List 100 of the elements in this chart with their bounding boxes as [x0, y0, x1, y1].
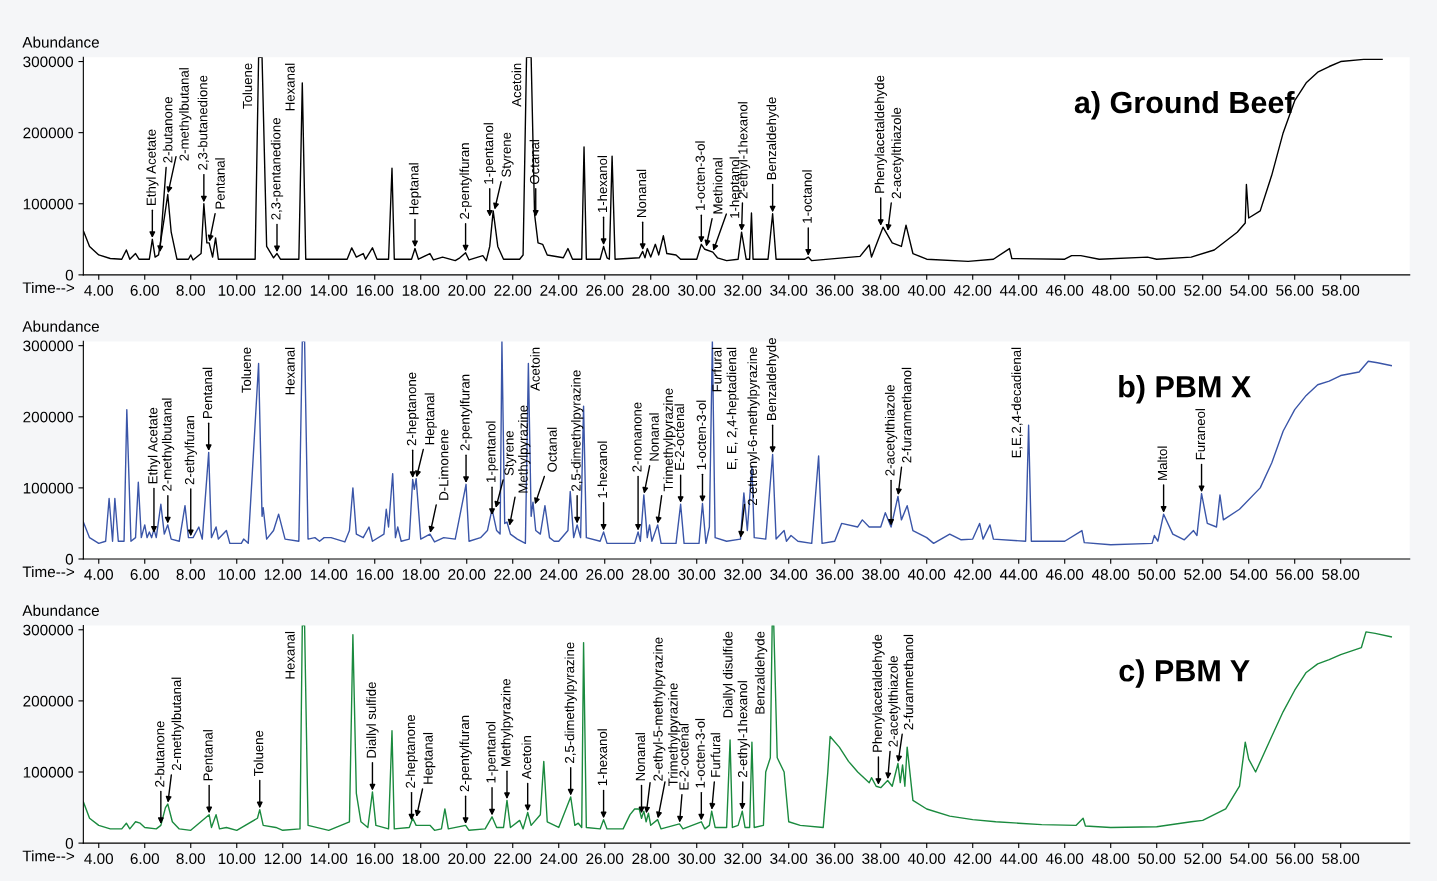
annotation: Trimethylpyrazine: [668, 683, 681, 787]
text: c) PBM Y: [1119, 659, 1250, 688]
annotation: Maltol: [1157, 446, 1168, 480]
x-tick-label: 46.00: [1045, 285, 1084, 296]
annotation: 1-pentanol: [485, 421, 499, 482]
x-tick-label: 24.00: [540, 285, 578, 296]
annotation: Diallyl sulfide: [366, 682, 379, 758]
x-tick-label: 18.00: [402, 569, 440, 580]
annotation: 2-methylbutanal: [179, 68, 192, 161]
x-tick-label: 4.00: [84, 285, 114, 296]
x-tick-label: 4.00: [84, 569, 114, 580]
y-tick-label: 300000: [23, 56, 74, 68]
annotation: Octanal: [547, 427, 557, 472]
annotation: 2,3-pentanedione: [270, 118, 284, 220]
annotation: Toluene: [242, 63, 253, 109]
annotation: Hexanal: [285, 631, 295, 679]
annotation: E, E, 2,4-heptadienal: [726, 347, 739, 470]
annotation: 2-furanmethanol: [901, 367, 912, 463]
x-tick-label: 22.00: [494, 285, 532, 296]
annotation: Toluene: [241, 347, 252, 393]
x-tick-label: 8.00: [176, 569, 206, 580]
x-tick-label: 24.00: [540, 853, 578, 865]
x-tick-label: 44.00: [999, 285, 1038, 296]
x-tick-label: 34.00: [770, 285, 808, 296]
annotation: 1-octanol: [802, 170, 812, 223]
y-tick-label: 0: [65, 553, 74, 565]
x-tick-label: 32.00: [724, 285, 762, 296]
annotation: Benzaldehyde: [766, 338, 779, 421]
y-axis-title: Abundance: [22, 36, 99, 48]
y-tick-label: 200000: [23, 411, 74, 423]
annotation: Trimethylpyrazine: [663, 388, 676, 492]
annotation: Pentanal: [202, 367, 213, 418]
annotation: 2,3-butanedione: [197, 75, 209, 170]
annotation: 2-acetylthiazole: [884, 385, 898, 476]
x-tick-label: 18.00: [402, 285, 440, 296]
x-tick-label: 36.00: [816, 285, 854, 296]
y-tick-label: 300000: [23, 340, 74, 352]
annotation: 2-ethyl-1hexanol: [737, 681, 750, 778]
x-tick-label: 18.00: [402, 853, 440, 865]
x-tick-label: 52.00: [1184, 853, 1222, 865]
x-tick-label: 54.00: [1230, 853, 1268, 865]
annotation: Phenylacetaldehyde: [872, 634, 885, 752]
annotation: Benzaldehyde: [754, 631, 768, 714]
line-series: [83, 625, 1392, 832]
x-tick-label: 8.00: [176, 853, 206, 865]
annotation: 1-octen-3-ol: [695, 141, 705, 210]
annotation: 2-acetylthiazole: [891, 107, 904, 199]
text: b) PBM X: [1119, 375, 1251, 404]
x-tick-label: 14.00: [310, 285, 348, 296]
x-tick-label: 12.00: [264, 853, 302, 865]
x-tick-label: 12.00: [264, 569, 302, 580]
x-tick-label: 20.00: [448, 853, 486, 865]
annotation: Styrene: [504, 431, 517, 476]
x-tick-label: 46.00: [1045, 569, 1084, 580]
x-tick-label: 16.00: [356, 853, 394, 865]
y-tick-label: 100000: [23, 198, 74, 210]
annotation: Methylpyrazine: [500, 678, 514, 767]
x-tick-label: 6.00: [130, 569, 160, 580]
x-tick-label: 16.00: [356, 569, 394, 580]
x-tick-label: 34.00: [770, 569, 808, 580]
x-tick-label: 32.00: [724, 569, 762, 580]
x-tick-label: 50.00: [1138, 285, 1176, 296]
x-tick-label: 30.00: [678, 569, 716, 580]
x-tick-label: 52.00: [1184, 569, 1222, 580]
annotation: Heptanal: [424, 393, 437, 445]
x-tick-label: 40.00: [907, 853, 946, 865]
annotation: Benzaldehyde: [766, 97, 779, 180]
annotation: 2-heptanone: [406, 372, 419, 446]
x-tick-label: 26.00: [586, 285, 624, 296]
x-tick-label: 54.00: [1230, 285, 1268, 296]
x-tick-label: 50.00: [1138, 853, 1176, 865]
annotation: Heptanal: [408, 163, 422, 215]
annotation: 2-pentylfuran: [459, 374, 473, 451]
y-axis-title: Abundance: [22, 320, 99, 332]
x-tick-label: 40.00: [907, 285, 946, 296]
annotation: 2-methylbutanal: [171, 677, 184, 771]
x-tick-label: 58.00: [1322, 285, 1360, 296]
x-tick-label: 56.00: [1276, 569, 1314, 580]
x-tick-label: 48.00: [1091, 569, 1130, 580]
x-tick-label: 28.00: [632, 569, 670, 580]
x-tick-label: 4.00: [84, 853, 114, 865]
x-tick-label: 38.00: [862, 285, 900, 296]
y-tick-label: 100000: [23, 766, 74, 778]
annotation: Hexanal: [285, 347, 295, 395]
annotation: Acetoin: [511, 63, 522, 107]
annotation: Methylpyrazine: [518, 405, 531, 493]
annotation: Furfural: [711, 347, 722, 392]
annotation: Styrene: [501, 132, 514, 177]
x-tick-label: 50.00: [1138, 569, 1176, 580]
annotation: 2-heptanone: [405, 714, 418, 788]
x-tick-label: 26.00: [586, 569, 624, 580]
annotation: Acetoin: [530, 347, 540, 391]
y-tick-label: 200000: [23, 695, 74, 707]
annotation: Furaneol: [1195, 409, 1206, 460]
annotation: Toluene: [253, 730, 264, 777]
x-tick-label: 22.00: [494, 569, 532, 580]
x-tick-label: 28.00: [632, 285, 670, 296]
x-tick-label: 42.00: [953, 569, 992, 580]
y-tick-label: 0: [65, 269, 74, 281]
x-axis-title: Time-->: [22, 850, 75, 862]
